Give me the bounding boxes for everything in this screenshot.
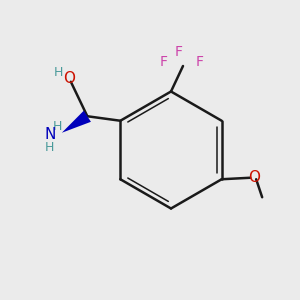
Text: N: N xyxy=(44,127,56,142)
Text: F: F xyxy=(160,56,167,69)
Text: F: F xyxy=(196,56,203,69)
Polygon shape xyxy=(62,111,91,133)
Text: O: O xyxy=(63,71,75,86)
Text: H: H xyxy=(45,141,55,154)
Text: H: H xyxy=(54,66,64,79)
Text: F: F xyxy=(175,45,182,58)
Text: O: O xyxy=(248,170,260,185)
Text: H: H xyxy=(53,120,62,133)
